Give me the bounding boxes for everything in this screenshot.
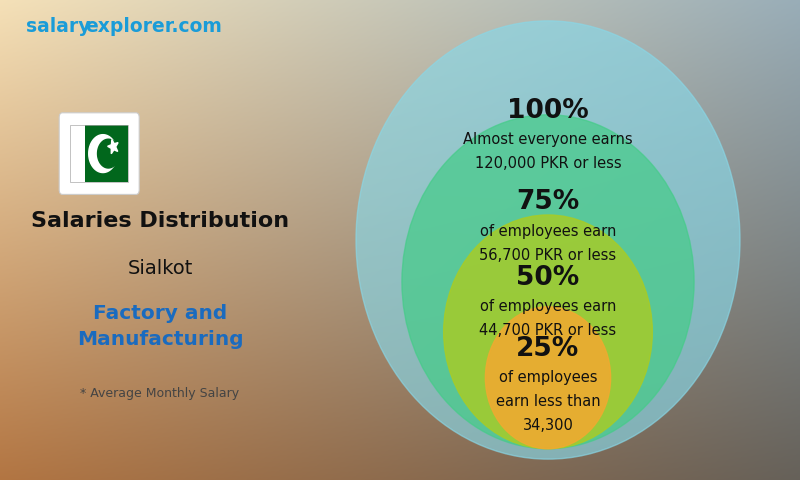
Text: Factory and
Manufacturing: Factory and Manufacturing bbox=[77, 304, 243, 349]
Text: 25%: 25% bbox=[516, 336, 580, 361]
FancyBboxPatch shape bbox=[59, 113, 139, 194]
Text: of employees earn: of employees earn bbox=[480, 224, 616, 239]
Ellipse shape bbox=[356, 21, 740, 459]
Text: 120,000 PKR or less: 120,000 PKR or less bbox=[474, 156, 622, 171]
Text: 34,300: 34,300 bbox=[522, 418, 574, 433]
Text: Salaries Distribution: Salaries Distribution bbox=[31, 211, 289, 231]
Text: 50%: 50% bbox=[516, 264, 580, 290]
Text: * Average Monthly Salary: * Average Monthly Salary bbox=[81, 387, 239, 400]
Ellipse shape bbox=[402, 115, 694, 449]
Text: Almost everyone earns: Almost everyone earns bbox=[463, 132, 633, 147]
Text: of employees earn: of employees earn bbox=[480, 300, 616, 314]
Text: 75%: 75% bbox=[516, 190, 580, 216]
Text: explorer.com: explorer.com bbox=[85, 17, 222, 36]
Text: salary: salary bbox=[26, 17, 90, 36]
Text: of employees: of employees bbox=[498, 370, 598, 385]
Text: earn less than: earn less than bbox=[496, 394, 600, 409]
Bar bbox=[85, 125, 128, 182]
Bar bbox=[70, 125, 128, 182]
Polygon shape bbox=[108, 139, 118, 154]
Text: 56,700 PKR or less: 56,700 PKR or less bbox=[479, 248, 617, 263]
Polygon shape bbox=[98, 139, 119, 168]
Ellipse shape bbox=[444, 215, 652, 449]
Text: 100%: 100% bbox=[507, 97, 589, 124]
Bar bbox=[70, 125, 85, 182]
Text: Sialkot: Sialkot bbox=[127, 259, 193, 278]
Text: 44,700 PKR or less: 44,700 PKR or less bbox=[479, 324, 617, 338]
Polygon shape bbox=[89, 135, 117, 172]
Ellipse shape bbox=[486, 307, 610, 449]
